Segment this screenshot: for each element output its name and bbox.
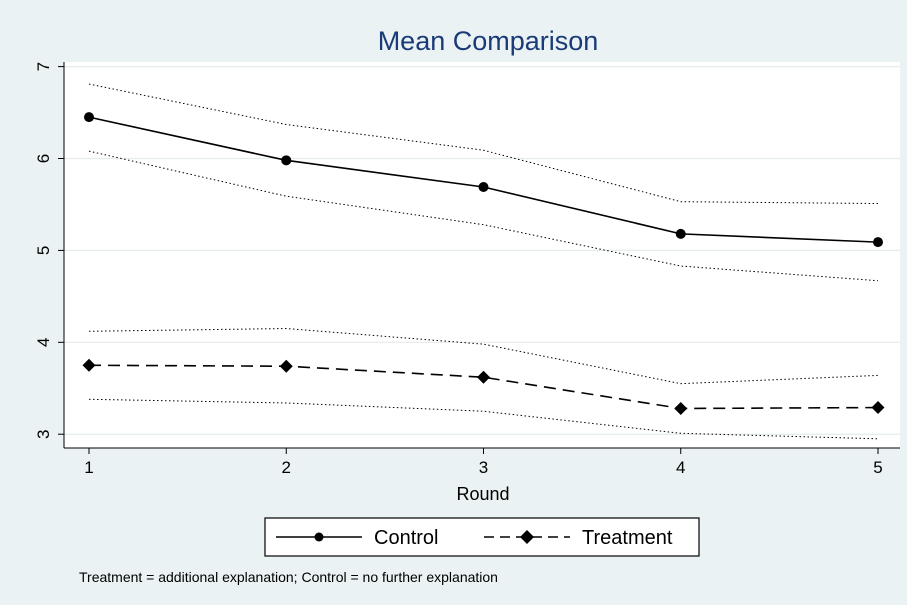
x-tick-label-3: 3 bbox=[479, 458, 488, 477]
y-tick-label-4: 4 bbox=[34, 338, 53, 347]
control-point-4 bbox=[675, 228, 686, 239]
x-tick-label-4: 4 bbox=[676, 458, 685, 477]
legend-treatment-marker bbox=[520, 530, 534, 544]
chart-title: Mean Comparison bbox=[378, 26, 599, 56]
chart-note: Treatment = additional explanation; Cont… bbox=[79, 569, 498, 585]
x-tick-label-1: 1 bbox=[84, 458, 93, 477]
series-markers bbox=[82, 112, 885, 415]
y-tick-label-7: 7 bbox=[34, 62, 53, 71]
control-point-2 bbox=[281, 155, 292, 166]
control-point-5 bbox=[873, 237, 883, 248]
plot-area bbox=[64, 62, 900, 448]
treatment-point-2 bbox=[279, 359, 293, 373]
control-ci-lower bbox=[88, 150, 879, 282]
control-point-3 bbox=[478, 181, 489, 192]
legend-treatment-label: Treatment bbox=[582, 527, 673, 549]
y-tick-label-3: 3 bbox=[34, 429, 53, 438]
treatment-point-1 bbox=[82, 358, 96, 372]
y-tick-label-5: 5 bbox=[34, 246, 53, 255]
y-tick-label-6: 6 bbox=[34, 154, 53, 163]
x-axis-label: Round bbox=[456, 484, 509, 504]
x-tick-label-5: 5 bbox=[873, 458, 882, 477]
treatment-point-4 bbox=[674, 401, 688, 415]
control-point-1 bbox=[84, 112, 94, 123]
confidence-bands bbox=[88, 83, 879, 440]
grid-lines bbox=[64, 65, 900, 435]
legend-control-label: Control bbox=[374, 527, 438, 549]
control-ci-upper bbox=[88, 83, 879, 205]
legend-control-marker bbox=[314, 532, 324, 542]
x-tick-label-2: 2 bbox=[282, 458, 291, 477]
treatment-point-3 bbox=[477, 370, 490, 384]
axes: 3 4 5 6 7 1 2 3 4 5 bbox=[34, 62, 900, 477]
legend: Control Treatment bbox=[264, 517, 700, 557]
treatment-point-5 bbox=[871, 401, 885, 415]
